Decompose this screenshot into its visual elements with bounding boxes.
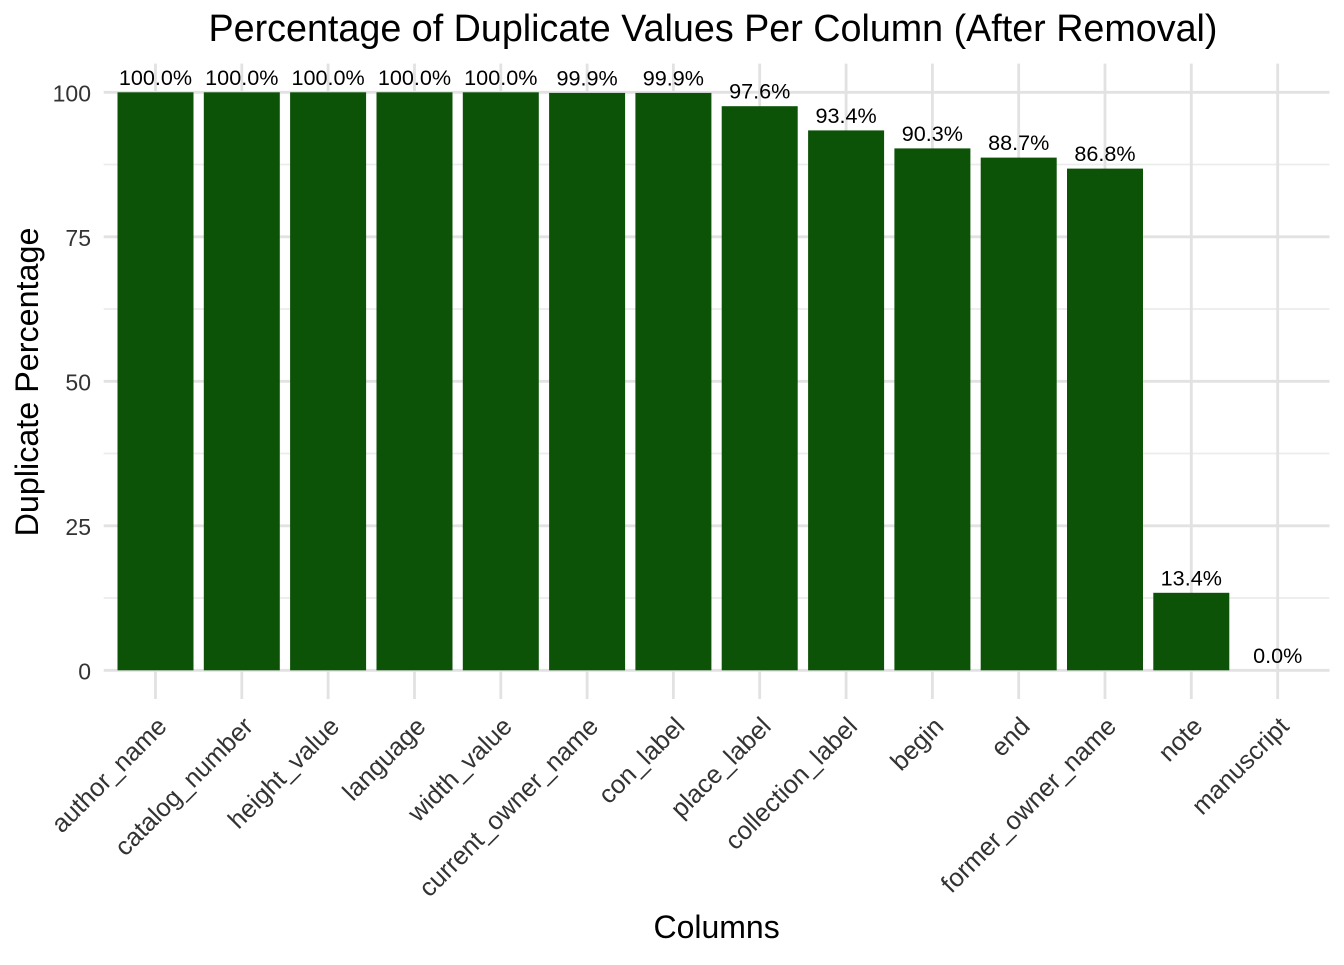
svg-text:50: 50 <box>65 370 91 396</box>
svg-text:75: 75 <box>65 225 91 251</box>
svg-text:Columns: Columns <box>653 909 779 945</box>
svg-text:Percentage of Duplicate Values: Percentage of Duplicate Values Per Colum… <box>209 7 1218 49</box>
svg-text:100.0%: 100.0% <box>205 65 278 90</box>
svg-text:25: 25 <box>65 514 91 540</box>
svg-text:100.0%: 100.0% <box>291 65 364 90</box>
svg-text:0.0%: 0.0% <box>1253 643 1302 668</box>
svg-text:100.0%: 100.0% <box>378 65 451 90</box>
svg-text:99.9%: 99.9% <box>643 65 704 90</box>
svg-text:100: 100 <box>53 81 91 107</box>
svg-text:Duplicate Percentage: Duplicate Percentage <box>9 228 45 537</box>
svg-text:97.6%: 97.6% <box>729 79 790 104</box>
svg-text:100.0%: 100.0% <box>119 65 192 90</box>
svg-text:88.7%: 88.7% <box>988 130 1049 155</box>
svg-text:90.3%: 90.3% <box>902 121 963 146</box>
svg-text:99.9%: 99.9% <box>556 65 617 90</box>
svg-text:13.4%: 13.4% <box>1161 565 1222 590</box>
svg-text:0: 0 <box>78 659 91 685</box>
svg-text:93.4%: 93.4% <box>815 103 876 128</box>
svg-text:86.8%: 86.8% <box>1074 141 1135 166</box>
svg-text:100.0%: 100.0% <box>464 65 537 90</box>
